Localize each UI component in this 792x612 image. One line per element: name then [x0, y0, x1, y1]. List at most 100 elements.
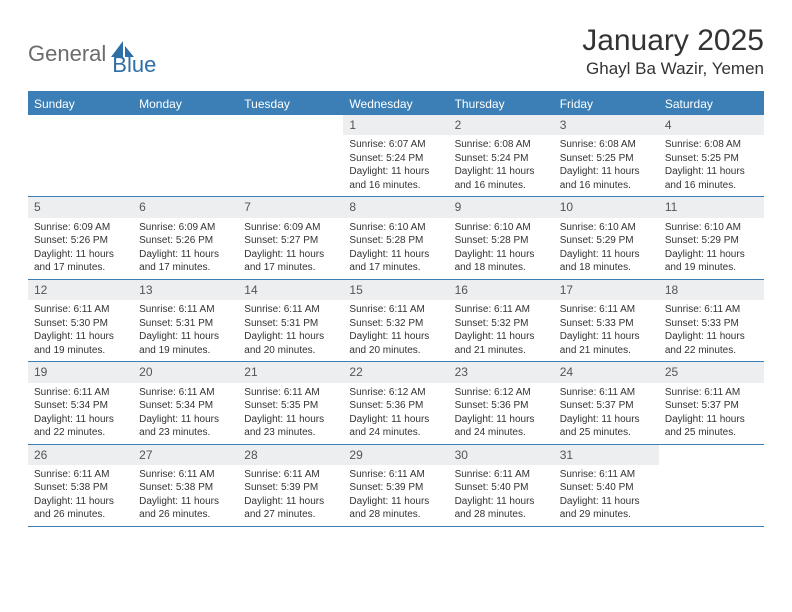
- day-number: 10: [554, 197, 659, 217]
- day-cell: 8Sunrise: 6:10 AMSunset: 5:28 PMDaylight…: [343, 197, 448, 278]
- day-number: [133, 115, 238, 121]
- day-cell: 27Sunrise: 6:11 AMSunset: 5:38 PMDayligh…: [133, 445, 238, 526]
- day-number: 17: [554, 280, 659, 300]
- day-cell: 17Sunrise: 6:11 AMSunset: 5:33 PMDayligh…: [554, 280, 659, 361]
- day-cell: 16Sunrise: 6:11 AMSunset: 5:32 PMDayligh…: [449, 280, 554, 361]
- week-row: 1Sunrise: 6:07 AMSunset: 5:24 PMDaylight…: [28, 115, 764, 197]
- day-cell: 2Sunrise: 6:08 AMSunset: 5:24 PMDaylight…: [449, 115, 554, 196]
- day-number: [659, 445, 764, 451]
- page-subtitle: Ghayl Ba Wazir, Yemen: [582, 59, 764, 79]
- day-cell: 4Sunrise: 6:08 AMSunset: 5:25 PMDaylight…: [659, 115, 764, 196]
- day-details: Sunrise: 6:11 AMSunset: 5:31 PMDaylight:…: [133, 300, 238, 361]
- weeks-container: 1Sunrise: 6:07 AMSunset: 5:24 PMDaylight…: [28, 115, 764, 527]
- day-number: 8: [343, 197, 448, 217]
- day-details: Sunrise: 6:11 AMSunset: 5:32 PMDaylight:…: [343, 300, 448, 361]
- day-number: 16: [449, 280, 554, 300]
- day-cell: 30Sunrise: 6:11 AMSunset: 5:40 PMDayligh…: [449, 445, 554, 526]
- day-number: [28, 115, 133, 121]
- day-cell: [28, 115, 133, 196]
- header: General Blue January 2025 Ghayl Ba Wazir…: [28, 24, 764, 79]
- day-details: Sunrise: 6:11 AMSunset: 5:31 PMDaylight:…: [238, 300, 343, 361]
- day-cell: 13Sunrise: 6:11 AMSunset: 5:31 PMDayligh…: [133, 280, 238, 361]
- calendar-grid: SundayMondayTuesdayWednesdayThursdayFrid…: [28, 91, 764, 527]
- day-details: Sunrise: 6:10 AMSunset: 5:28 PMDaylight:…: [343, 218, 448, 279]
- week-row: 5Sunrise: 6:09 AMSunset: 5:26 PMDaylight…: [28, 197, 764, 279]
- day-details: Sunrise: 6:11 AMSunset: 5:39 PMDaylight:…: [343, 465, 448, 526]
- day-details: Sunrise: 6:11 AMSunset: 5:37 PMDaylight:…: [554, 383, 659, 444]
- weekday-header: Wednesday: [343, 93, 448, 115]
- day-cell: 23Sunrise: 6:12 AMSunset: 5:36 PMDayligh…: [449, 362, 554, 443]
- day-number: 14: [238, 280, 343, 300]
- day-number: 7: [238, 197, 343, 217]
- day-number: 23: [449, 362, 554, 382]
- day-details: Sunrise: 6:11 AMSunset: 5:38 PMDaylight:…: [133, 465, 238, 526]
- day-cell: 7Sunrise: 6:09 AMSunset: 5:27 PMDaylight…: [238, 197, 343, 278]
- day-cell: 10Sunrise: 6:10 AMSunset: 5:29 PMDayligh…: [554, 197, 659, 278]
- day-details: Sunrise: 6:07 AMSunset: 5:24 PMDaylight:…: [343, 135, 448, 196]
- day-cell: 22Sunrise: 6:12 AMSunset: 5:36 PMDayligh…: [343, 362, 448, 443]
- day-number: 18: [659, 280, 764, 300]
- day-number: 22: [343, 362, 448, 382]
- day-details: Sunrise: 6:11 AMSunset: 5:33 PMDaylight:…: [554, 300, 659, 361]
- day-cell: 5Sunrise: 6:09 AMSunset: 5:26 PMDaylight…: [28, 197, 133, 278]
- day-details: Sunrise: 6:11 AMSunset: 5:35 PMDaylight:…: [238, 383, 343, 444]
- day-cell: 29Sunrise: 6:11 AMSunset: 5:39 PMDayligh…: [343, 445, 448, 526]
- day-cell: 24Sunrise: 6:11 AMSunset: 5:37 PMDayligh…: [554, 362, 659, 443]
- day-number: 29: [343, 445, 448, 465]
- day-number: 11: [659, 197, 764, 217]
- weekday-header: Sunday: [28, 93, 133, 115]
- day-number: 26: [28, 445, 133, 465]
- day-number: 24: [554, 362, 659, 382]
- day-number: 25: [659, 362, 764, 382]
- day-cell: 6Sunrise: 6:09 AMSunset: 5:26 PMDaylight…: [133, 197, 238, 278]
- day-number: 31: [554, 445, 659, 465]
- day-number: 20: [133, 362, 238, 382]
- day-number: 27: [133, 445, 238, 465]
- week-row: 12Sunrise: 6:11 AMSunset: 5:30 PMDayligh…: [28, 280, 764, 362]
- day-cell: 3Sunrise: 6:08 AMSunset: 5:25 PMDaylight…: [554, 115, 659, 196]
- day-cell: 31Sunrise: 6:11 AMSunset: 5:40 PMDayligh…: [554, 445, 659, 526]
- day-details: Sunrise: 6:11 AMSunset: 5:40 PMDaylight:…: [554, 465, 659, 526]
- day-number: [238, 115, 343, 121]
- day-details: Sunrise: 6:12 AMSunset: 5:36 PMDaylight:…: [343, 383, 448, 444]
- day-number: 19: [28, 362, 133, 382]
- day-details: Sunrise: 6:12 AMSunset: 5:36 PMDaylight:…: [449, 383, 554, 444]
- weekday-header: Tuesday: [238, 93, 343, 115]
- day-details: Sunrise: 6:09 AMSunset: 5:26 PMDaylight:…: [28, 218, 133, 279]
- day-number: 13: [133, 280, 238, 300]
- day-number: 9: [449, 197, 554, 217]
- day-cell: 15Sunrise: 6:11 AMSunset: 5:32 PMDayligh…: [343, 280, 448, 361]
- day-number: 15: [343, 280, 448, 300]
- day-details: Sunrise: 6:09 AMSunset: 5:26 PMDaylight:…: [133, 218, 238, 279]
- day-details: Sunrise: 6:11 AMSunset: 5:34 PMDaylight:…: [28, 383, 133, 444]
- day-details: Sunrise: 6:11 AMSunset: 5:30 PMDaylight:…: [28, 300, 133, 361]
- day-number: 4: [659, 115, 764, 135]
- day-number: 1: [343, 115, 448, 135]
- week-row: 19Sunrise: 6:11 AMSunset: 5:34 PMDayligh…: [28, 362, 764, 444]
- week-row: 26Sunrise: 6:11 AMSunset: 5:38 PMDayligh…: [28, 445, 764, 527]
- day-cell: 18Sunrise: 6:11 AMSunset: 5:33 PMDayligh…: [659, 280, 764, 361]
- day-number: 6: [133, 197, 238, 217]
- day-cell: 11Sunrise: 6:10 AMSunset: 5:29 PMDayligh…: [659, 197, 764, 278]
- brand-part1: General: [28, 41, 106, 67]
- day-cell: [133, 115, 238, 196]
- brand-part2: Blue: [112, 52, 156, 78]
- title-block: January 2025 Ghayl Ba Wazir, Yemen: [582, 24, 764, 79]
- weekday-header: Saturday: [659, 93, 764, 115]
- day-details: Sunrise: 6:08 AMSunset: 5:25 PMDaylight:…: [659, 135, 764, 196]
- day-details: Sunrise: 6:11 AMSunset: 5:40 PMDaylight:…: [449, 465, 554, 526]
- weekday-header: Monday: [133, 93, 238, 115]
- day-details: Sunrise: 6:10 AMSunset: 5:28 PMDaylight:…: [449, 218, 554, 279]
- day-cell: 19Sunrise: 6:11 AMSunset: 5:34 PMDayligh…: [28, 362, 133, 443]
- calendar-page: General Blue January 2025 Ghayl Ba Wazir…: [0, 0, 792, 539]
- weekday-header: Thursday: [449, 93, 554, 115]
- day-details: Sunrise: 6:10 AMSunset: 5:29 PMDaylight:…: [659, 218, 764, 279]
- day-cell: 28Sunrise: 6:11 AMSunset: 5:39 PMDayligh…: [238, 445, 343, 526]
- day-cell: 12Sunrise: 6:11 AMSunset: 5:30 PMDayligh…: [28, 280, 133, 361]
- day-number: 2: [449, 115, 554, 135]
- day-cell: 14Sunrise: 6:11 AMSunset: 5:31 PMDayligh…: [238, 280, 343, 361]
- brand-logo: General Blue: [28, 24, 156, 78]
- day-details: Sunrise: 6:11 AMSunset: 5:38 PMDaylight:…: [28, 465, 133, 526]
- day-number: 3: [554, 115, 659, 135]
- day-details: Sunrise: 6:11 AMSunset: 5:34 PMDaylight:…: [133, 383, 238, 444]
